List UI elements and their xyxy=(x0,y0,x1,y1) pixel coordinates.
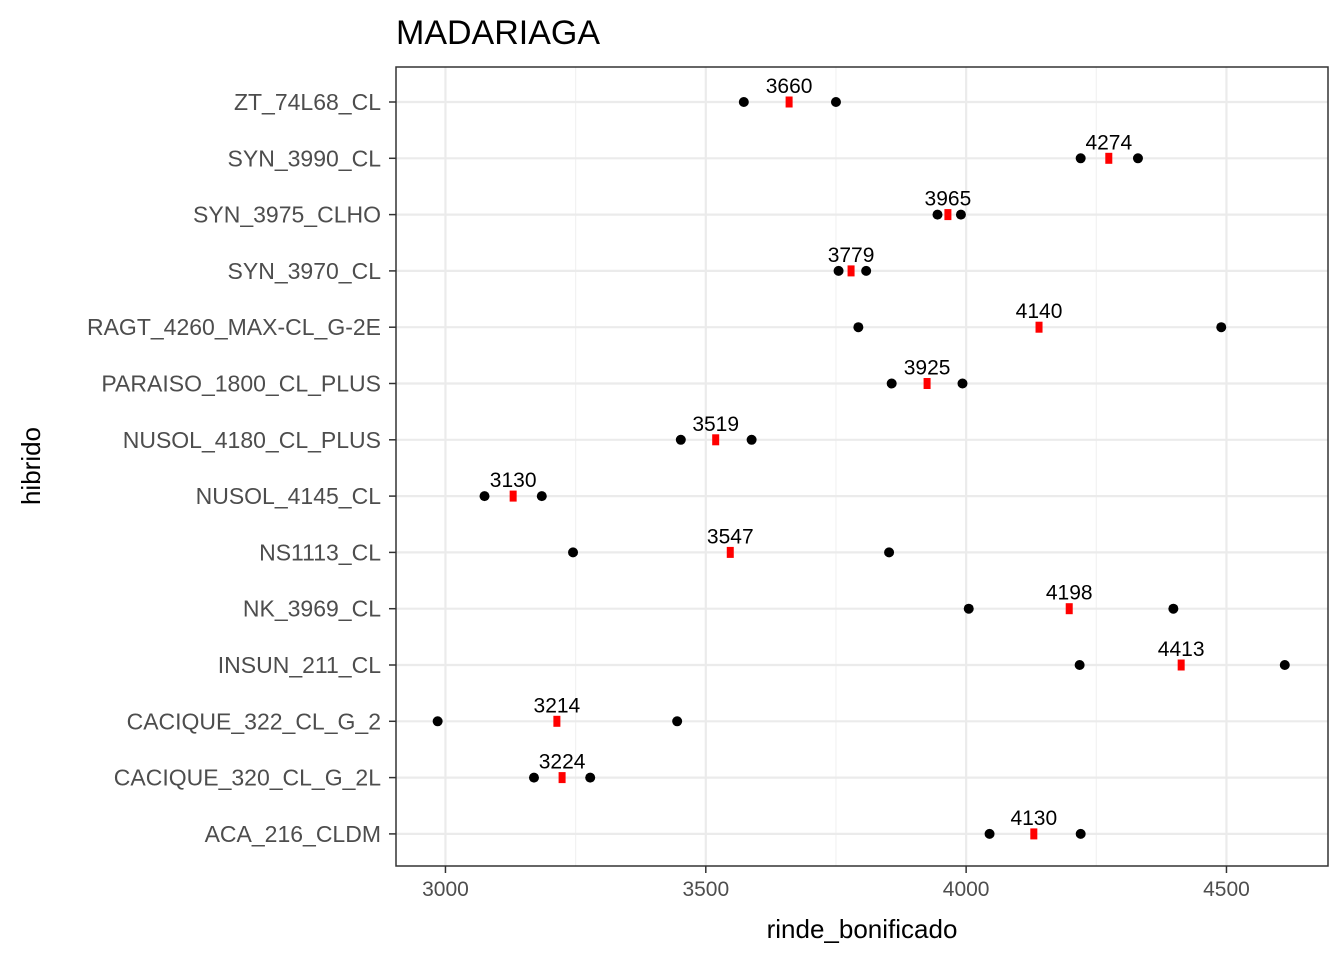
x-axis-title: rinde_bonificado xyxy=(767,914,958,944)
data-label: 4198 xyxy=(1046,582,1093,605)
y-axis-title: hibrido xyxy=(16,427,46,505)
x-tick-label: 4000 xyxy=(943,878,990,901)
y-tick-label: NUSOL_4145_CL xyxy=(196,483,382,509)
data-point xyxy=(984,828,995,839)
y-tick-label: CACIQUE_322_CL_G_2 xyxy=(127,708,381,734)
data-point xyxy=(528,772,539,783)
data-label: 3660 xyxy=(766,75,813,98)
data-label: 4413 xyxy=(1158,638,1205,661)
y-tick-label: SYN_3970_CL xyxy=(228,258,382,284)
data-point xyxy=(833,265,844,276)
data-point xyxy=(932,209,943,220)
mean-marker xyxy=(558,772,566,784)
data-label: 3214 xyxy=(534,694,581,717)
y-tick-label: ACA_216_CLDM xyxy=(205,821,381,847)
data-point xyxy=(568,547,579,558)
data-point xyxy=(853,322,864,333)
x-tick-label: 3500 xyxy=(682,878,729,901)
y-tick-label: SYN_3990_CL xyxy=(228,145,382,171)
data-label: 4274 xyxy=(1085,131,1132,154)
data-label: 3547 xyxy=(707,525,754,548)
data-point xyxy=(1279,660,1290,670)
data-point xyxy=(1075,828,1086,839)
data-point xyxy=(1075,153,1086,164)
grid xyxy=(396,67,1328,866)
data-label: 3224 xyxy=(539,751,586,774)
data-label: 3925 xyxy=(904,357,951,380)
mean-marker xyxy=(726,546,734,558)
x-tick-label: 4500 xyxy=(1203,878,1250,901)
mean-marker xyxy=(1030,828,1038,840)
data-point xyxy=(1132,153,1143,164)
mean-marker xyxy=(847,265,855,277)
data-label: 3965 xyxy=(925,188,972,211)
y-tick-label: NK_3969_CL xyxy=(243,596,381,622)
y-tick-label: INSUN_211_CL xyxy=(218,652,381,678)
data-label: 3779 xyxy=(828,244,875,267)
data-point xyxy=(830,97,841,107)
data-point xyxy=(675,434,686,445)
mean-marker xyxy=(944,209,952,221)
y-tick-label: ZT_74L68_CL xyxy=(234,89,381,115)
axis-ticks: 3000 3500 4000 4500 ZT_74L68_CL SYN_3990_CL SY… xyxy=(87,89,1250,901)
y-tick-label: NUSOL_4180_CL_PLUS xyxy=(123,427,381,453)
data-label: 4140 xyxy=(1016,300,1063,323)
data-point xyxy=(957,378,968,389)
chart-title: MADARIAGA xyxy=(396,14,600,52)
data-point xyxy=(1074,660,1085,670)
mean-marker xyxy=(1065,603,1073,615)
x-tick-label: 3000 xyxy=(422,878,469,901)
mean-marker xyxy=(923,378,931,389)
mean-marker xyxy=(509,490,517,502)
mean-marker xyxy=(1035,321,1043,333)
data-point xyxy=(963,603,974,614)
mean-marker xyxy=(1105,152,1113,164)
data-point xyxy=(884,547,895,558)
data-label: 3519 xyxy=(692,413,739,436)
data-label: 3130 xyxy=(490,469,537,492)
data-point xyxy=(955,209,966,220)
data-point xyxy=(746,434,757,445)
data-point xyxy=(672,716,683,727)
data-point xyxy=(1216,322,1227,333)
mean-marker xyxy=(712,434,720,446)
y-tick-label: SYN_3975_CLHO xyxy=(193,202,381,228)
mean-marker xyxy=(1177,659,1185,671)
mean-marker xyxy=(553,715,561,727)
data-marks: 3660 4274 3965 3779 4140 3925 3519 3130 3547 4198… xyxy=(432,75,1290,840)
y-tick-label: NS1113_CL xyxy=(259,539,381,565)
data-point xyxy=(585,772,596,783)
data-label: 4130 xyxy=(1010,807,1057,830)
data-point xyxy=(479,491,490,502)
mean-marker xyxy=(785,96,793,108)
data-point xyxy=(886,378,897,389)
y-tick-label: CACIQUE_320_CL_G_2L xyxy=(114,765,381,791)
y-tick-label: PARAISO_1800_CL_PLUS xyxy=(101,371,381,397)
data-point xyxy=(738,97,749,107)
data-point xyxy=(861,265,872,276)
data-point xyxy=(536,491,547,502)
y-tick-label: RAGT_4260_MAX-CL_G-2E xyxy=(87,314,381,340)
plot-panel xyxy=(395,66,1329,867)
data-point xyxy=(432,716,443,727)
data-point xyxy=(1168,603,1179,614)
